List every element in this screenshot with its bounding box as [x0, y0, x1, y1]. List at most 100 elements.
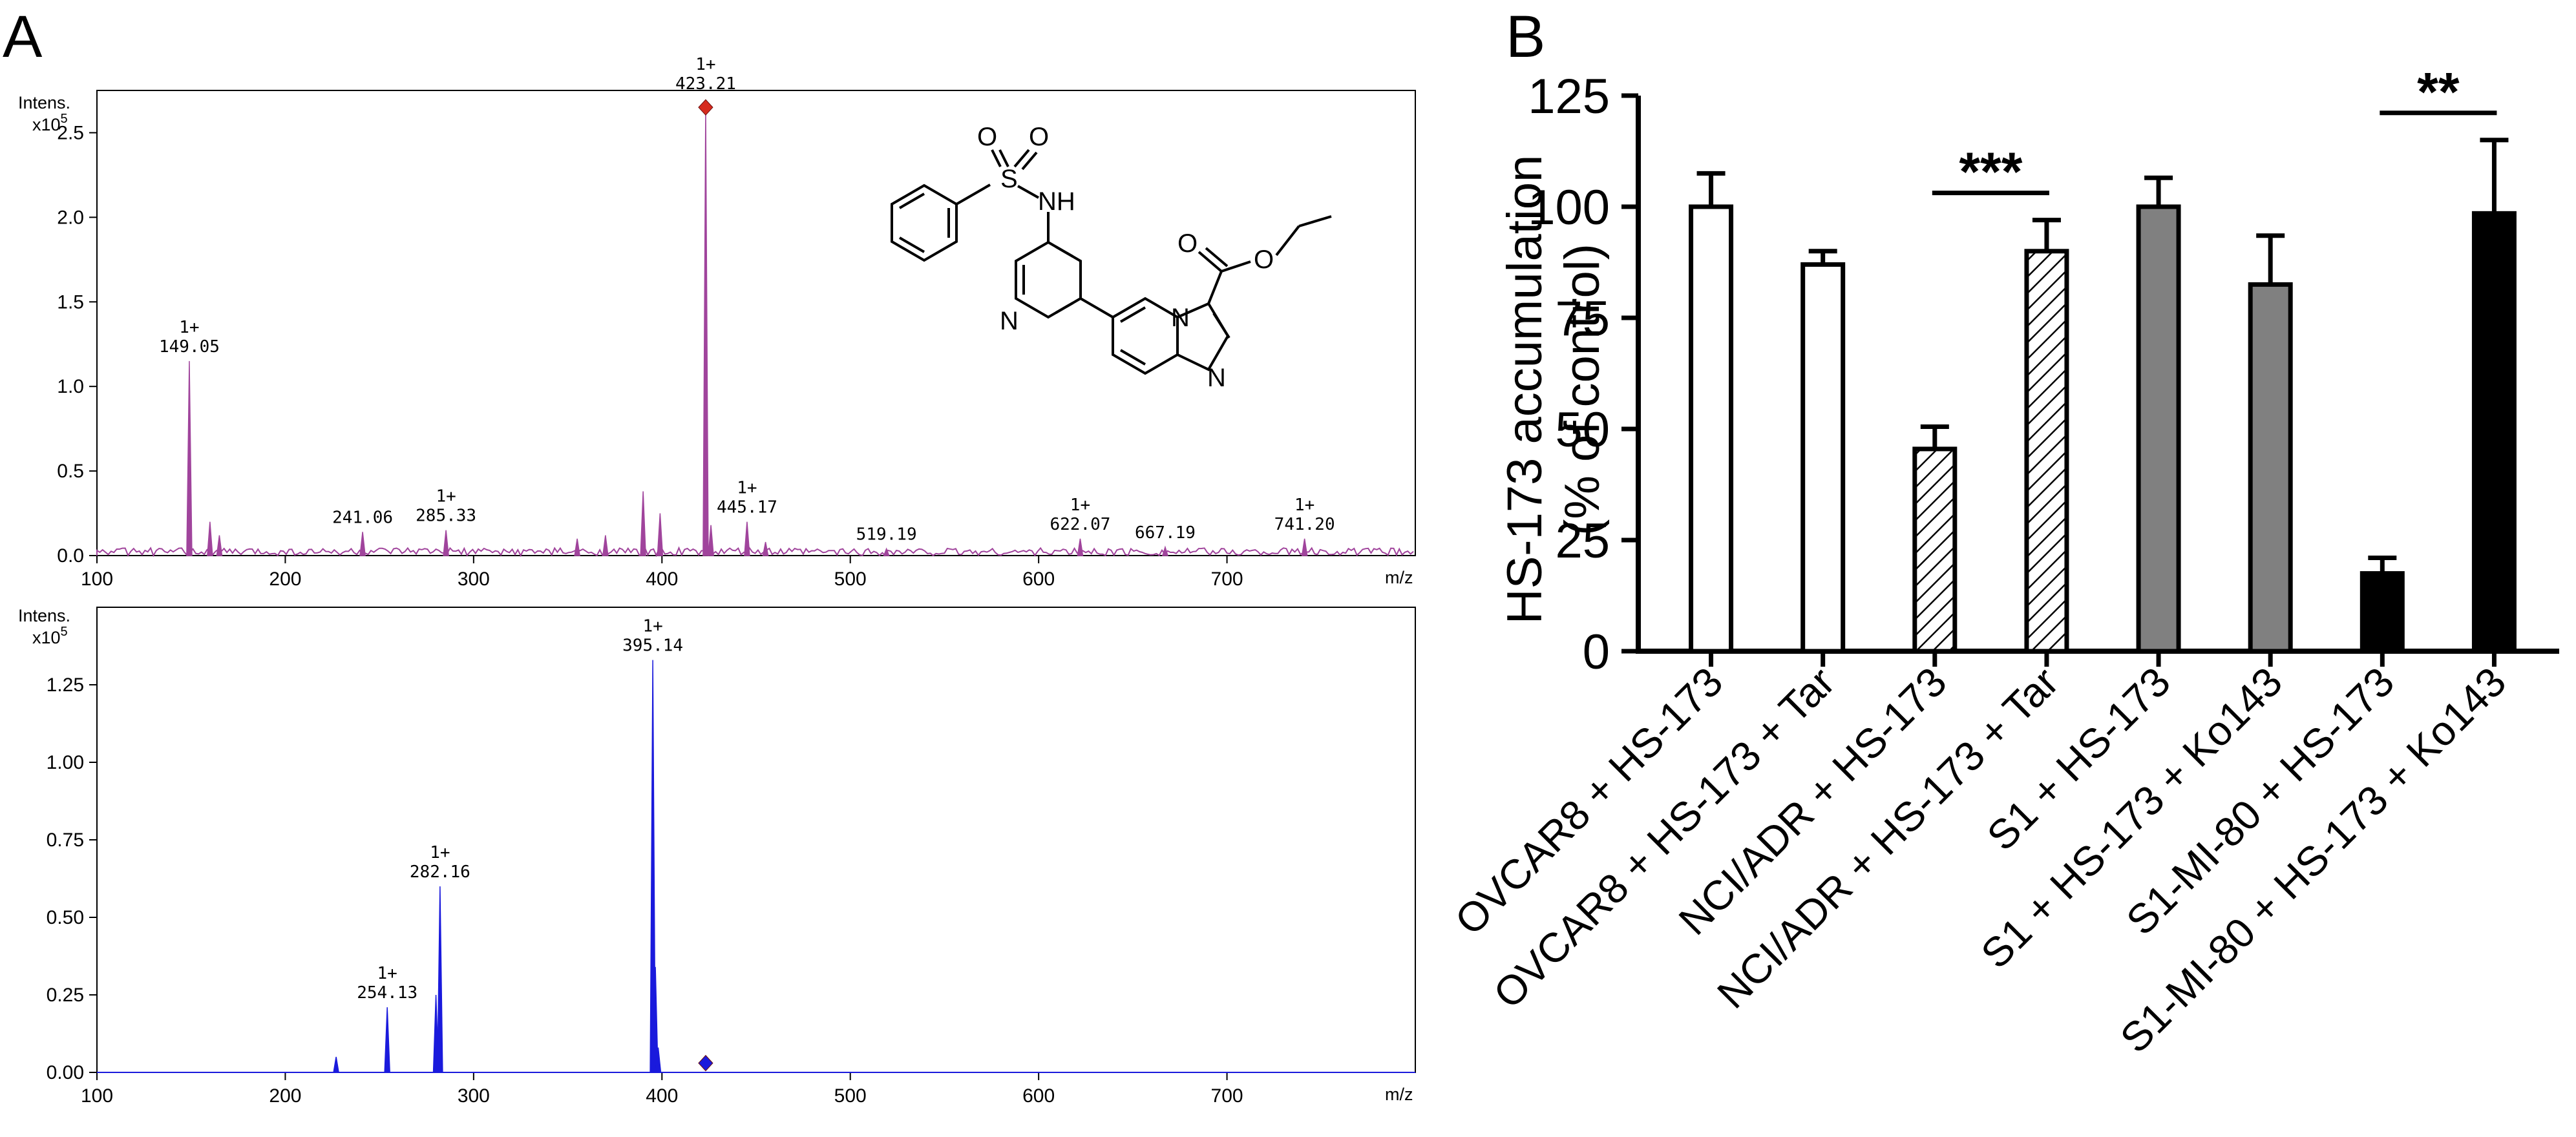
ms-bot-peak-charge: 1+: [642, 617, 662, 636]
ms-top-peak-charge: 1+: [1294, 495, 1314, 515]
bond-s-o2b: [1021, 151, 1038, 171]
ms-top-peak: [702, 107, 709, 556]
ms-top-x-tick-label: 200: [269, 568, 301, 590]
ms-bot-peak-charge: 1+: [377, 964, 397, 983]
bond-s-o1: [991, 149, 1002, 167]
ms-bot-precursor-marker: [698, 1054, 713, 1072]
bond-s-o1b: [998, 149, 1009, 167]
bar-y-tick-label: 75: [1555, 291, 1610, 346]
ms-bot-y-tick-label: 1.00: [47, 752, 84, 773]
ms-bot-peak: [384, 1007, 390, 1073]
ms-top-minor-peak: [762, 541, 769, 556]
bar: [2024, 249, 2069, 654]
bar: [2136, 204, 2181, 654]
bar: [1689, 204, 1734, 654]
ms-bot-peak-label: 395.14: [622, 636, 683, 656]
pyr-double-1: [1055, 245, 1073, 258]
ms-top-x-tick-label: 400: [646, 568, 678, 590]
ms-bot-peak-charge: 1+: [430, 843, 450, 862]
ms-bottom-multiplier: x105: [32, 625, 68, 647]
bar-y-tick-label: 125: [1528, 69, 1610, 124]
bar-chart: HS-173 accumulation (% of control) 0 25 50…: [1446, 61, 2559, 1061]
ms-bottom-frame: [96, 607, 1416, 1073]
bar-y-axis-label-line-2: (% of control): [1555, 244, 1610, 536]
imidazopyridine-6ring: [1112, 297, 1179, 375]
ms-top-peak-charge: 1+: [737, 479, 757, 498]
ms-top-peak-charge: 1+: [179, 318, 199, 337]
ms-top-peak-charge: 1+: [1070, 495, 1090, 515]
atom-s: S: [1000, 165, 1018, 193]
ms-top-y-tick-label: 2.5: [57, 122, 84, 143]
atom-n-bridge: N: [1171, 304, 1190, 332]
ms-top-peak: [744, 521, 750, 556]
ms-top-y-tick-label: 1.0: [57, 376, 84, 397]
ms-top-peak-charge: 1+: [436, 487, 456, 506]
ms-top-peak: [883, 547, 890, 556]
ms-bot-y-tick-label: 0.00: [47, 1062, 84, 1083]
ms-top-intens-label: Intens.: [18, 93, 70, 112]
bond-c-o-double-b: [1205, 247, 1229, 267]
ms-top-minor-peak: [574, 538, 581, 556]
ms-top-y-tick-label: 1.5: [57, 291, 84, 313]
ms-top-peak: [1301, 538, 1308, 556]
bond-ring-carbonyl: [1207, 271, 1223, 304]
ms-top-x-tick-label: 500: [834, 568, 867, 590]
ms-bot-x-tick-label: 500: [834, 1085, 867, 1107]
ms-bot-x-tick-label: 400: [646, 1085, 678, 1107]
ms-bot-minor-peak: [655, 1047, 662, 1073]
ms-top-multiplier: x105: [32, 112, 68, 134]
ms-top-peak: [1161, 545, 1168, 556]
bar: [2471, 211, 2517, 654]
ms-top-peak-label: 622.07: [1050, 515, 1111, 534]
ms-top-peak: [1077, 538, 1084, 556]
ms-top-minor-peak: [216, 535, 223, 556]
ms-top-minor-peak: [657, 513, 664, 556]
ms-bot-x-tick-label: 100: [81, 1085, 113, 1107]
bond-s-o2: [1013, 149, 1030, 168]
ms-bot-peak-label: 282.16: [410, 862, 470, 882]
bar-y-axis-label: HS-173 accumulation (% of control): [1497, 155, 1610, 625]
ms-top-x-unit: m/z: [1385, 568, 1413, 587]
significance-label: ***: [1959, 141, 2022, 202]
ms-top-peak-charge: 1+: [695, 55, 715, 74]
molecule-atom-labels: O S O NH N N N O O: [977, 123, 1274, 392]
ms-top-x-tick-label: 100: [81, 568, 113, 590]
atom-o1: O: [977, 123, 997, 151]
bar-y-tick-label: 0: [1583, 625, 1610, 680]
ms-top-minor-peak: [640, 491, 646, 556]
ms-bottom-intens-label: Intens.: [18, 606, 70, 625]
ms-top-y-tick-label: 0.5: [57, 461, 84, 482]
panel-b-letter: B: [1506, 4, 1545, 70]
ms-bot-y-tick-label: 1.25: [47, 674, 84, 696]
pyr-double-2: [1055, 302, 1073, 314]
ms-bot-y-tick-label: 0.50: [47, 907, 84, 928]
ms-top-minor-peak: [207, 521, 213, 556]
ms-top-x-tick-label: 300: [458, 568, 490, 590]
ms-bot-x-tick-label: 600: [1022, 1085, 1055, 1107]
ms-bot-x-tick-label: 700: [1211, 1085, 1243, 1107]
atom-n-imidazole: N: [1207, 364, 1226, 392]
atom-n-pyridine: N: [1000, 307, 1019, 335]
ms-bot-x-tick-label: 300: [458, 1085, 490, 1107]
ms-top-peak-label: 667.19: [1135, 523, 1196, 543]
bond-pyr-bicycle: [1079, 297, 1114, 318]
ms-top-peak-label: 741.20: [1274, 515, 1335, 534]
ms-top-frame: [96, 90, 1416, 556]
molecule-structure: [891, 149, 1332, 375]
pyridine-ring: [1015, 240, 1082, 319]
bar: [2248, 282, 2293, 654]
ms-bot-y-tick-label: 0.75: [47, 829, 84, 851]
ms-top-minor-peak: [708, 525, 714, 556]
ms-bot-minor-peak: [333, 1056, 339, 1073]
atom-o-carbonyl: O: [1177, 229, 1198, 258]
bar: [1800, 262, 1846, 654]
benzene-double-1: [898, 193, 925, 209]
ms-top-peak-label: 285.33: [416, 506, 476, 526]
ms-top-y-tick-label: 0.0: [57, 545, 84, 567]
benzene-ring: [891, 183, 958, 262]
ms-top-peak-label: 519.19: [856, 525, 917, 545]
ms-bot-peak-label: 254.13: [357, 983, 417, 1003]
ms-top-peak-label: 423.21: [675, 74, 736, 94]
ms-bottom-x-unit: m/z: [1385, 1085, 1413, 1104]
